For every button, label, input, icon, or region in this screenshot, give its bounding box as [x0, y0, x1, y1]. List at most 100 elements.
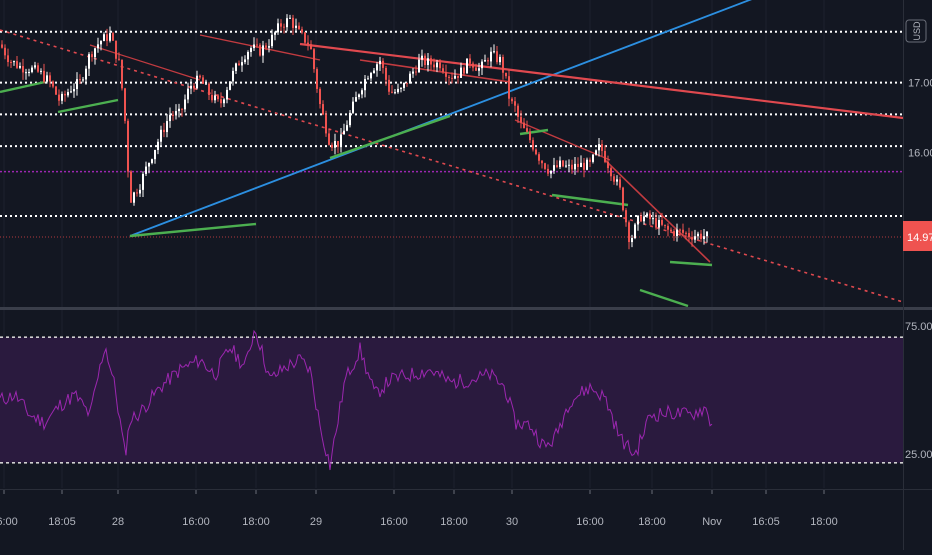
candle-body: [613, 176, 615, 182]
candle-body: [301, 29, 303, 33]
trend-line-green: [329, 114, 451, 160]
candle-body: [649, 213, 651, 220]
candle-body: [514, 101, 516, 106]
candle-body: [109, 33, 111, 41]
candle-body: [52, 81, 54, 87]
candle-body: [427, 58, 429, 66]
candle-body: [409, 73, 411, 84]
candle-body: [358, 94, 360, 98]
candle-body: [121, 59, 123, 89]
candle-body: [517, 105, 519, 117]
trend-line-green: [129, 222, 257, 238]
candle-body: [520, 116, 522, 123]
candle-body: [691, 237, 693, 240]
candle-body: [85, 68, 87, 80]
candle-body: [205, 83, 207, 85]
time-axis-label: Nov: [702, 516, 722, 528]
candle-body: [367, 78, 369, 80]
candle-body: [544, 163, 546, 169]
candle-body: [262, 45, 264, 56]
candle-body: [208, 83, 210, 95]
candle-body: [616, 179, 618, 182]
candle-body: [172, 114, 174, 116]
candle-body: [496, 51, 498, 63]
candle-body: [217, 95, 219, 100]
trend-line-green: [519, 128, 549, 136]
candle-body: [595, 150, 597, 155]
candle-body: [376, 64, 378, 71]
candle-body: [532, 140, 534, 150]
candle-body: [94, 48, 96, 58]
candle-body: [436, 62, 438, 68]
candle-body: [247, 51, 249, 60]
candle-body: [337, 141, 339, 147]
candle-body: [400, 87, 402, 89]
rsi-band: [0, 337, 903, 463]
candle-body: [406, 82, 408, 84]
candle-body: [388, 79, 390, 92]
time-axis-label: 29: [310, 516, 322, 528]
candle-body: [154, 149, 156, 160]
candle-body: [136, 192, 138, 194]
candle-body: [4, 47, 6, 56]
candle-body: [64, 93, 66, 96]
candle-body: [214, 95, 216, 101]
candle-body: [439, 62, 441, 69]
candle-body: [265, 45, 267, 48]
candle-body: [1, 44, 3, 48]
candle-body: [433, 64, 435, 68]
candle-body: [340, 134, 342, 147]
time-axis-label: 18:00: [810, 516, 838, 528]
candle-body: [646, 213, 648, 217]
candle-body: [475, 67, 477, 71]
candle-body: [385, 67, 387, 80]
candle-body: [634, 224, 636, 239]
candle-body: [151, 159, 153, 164]
candle-body: [463, 67, 465, 74]
candle-body: [61, 93, 63, 101]
candle-body: [481, 61, 483, 69]
candle-body: [412, 71, 414, 74]
candle-body: [694, 236, 696, 240]
candle-body: [178, 108, 180, 112]
candle-body: [283, 26, 285, 28]
candle-body: [184, 99, 186, 110]
candle-body: [586, 159, 588, 170]
candle-body: [124, 88, 126, 121]
candle-body: [424, 55, 426, 66]
candle-body: [628, 222, 630, 243]
candle-body: [535, 149, 537, 155]
trend-line-green: [639, 288, 689, 308]
candle-body: [622, 187, 624, 211]
candle-body: [448, 76, 450, 78]
candle-body: [583, 162, 585, 170]
candle-body: [88, 54, 90, 69]
trend-line-green: [669, 260, 713, 267]
candle-body: [115, 40, 117, 59]
candle-body: [166, 121, 168, 133]
candle-body: [160, 129, 162, 142]
candle-body: [487, 60, 489, 62]
candle-body: [325, 114, 327, 134]
candle-body: [142, 173, 144, 190]
candle-body: [454, 75, 456, 79]
candle-body: [220, 99, 222, 104]
candle-body: [157, 141, 159, 150]
candle-body: [526, 128, 528, 132]
time-axis-label: 30: [506, 516, 518, 528]
candle-body: [538, 154, 540, 161]
candle-body: [163, 129, 165, 133]
candle-body: [574, 163, 576, 170]
candle-body: [196, 75, 198, 89]
candle-body: [58, 94, 60, 101]
trend-line-green: [57, 98, 119, 114]
candle-body: [148, 163, 150, 167]
candle-body: [490, 51, 492, 62]
candle-body: [235, 63, 237, 71]
candle-body: [604, 150, 606, 162]
candle-body: [91, 54, 93, 58]
candle-body: [103, 34, 105, 42]
candle-body: [295, 25, 297, 28]
